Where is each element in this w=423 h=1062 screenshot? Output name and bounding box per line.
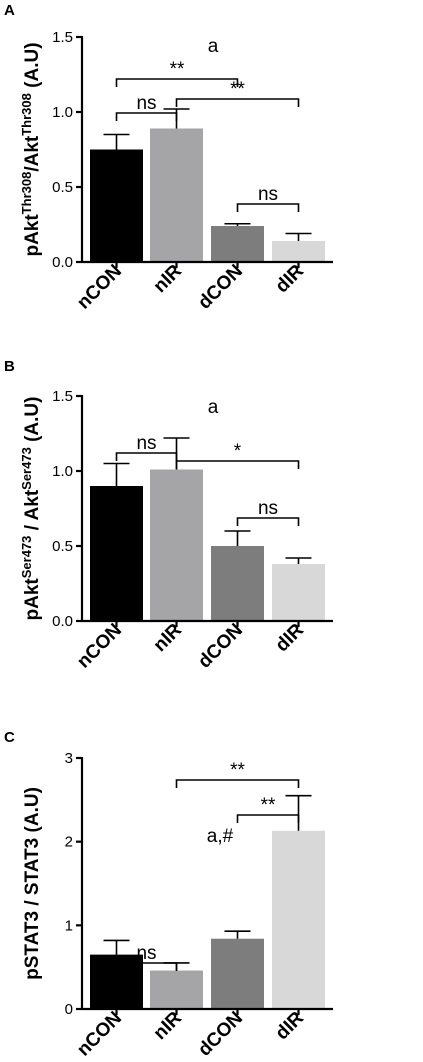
y-axis-title: pAktThr308/AktThr308 (A.U): [19, 42, 44, 256]
bar-nIR: [150, 970, 203, 1009]
panel-letter-a: A: [4, 2, 15, 19]
y-tick-label: 1.5: [52, 29, 73, 46]
significance-bracket: [175, 460, 300, 469]
bar-nCON: [90, 149, 143, 262]
category-label-dCON: dCON: [194, 261, 247, 314]
panel-letter-c: C: [4, 729, 15, 746]
category-label-dCON: dCON: [194, 1008, 247, 1061]
y-axis-title-part: pSTAT3 / STAT3 (A.U): [22, 787, 43, 980]
y-tick-label: 0.0: [52, 254, 73, 271]
y-tick-label: 3: [65, 750, 73, 767]
significance-bracket: [236, 517, 300, 526]
significance-bracket: [115, 962, 178, 971]
y-axis-title-part: Thr308: [19, 172, 34, 215]
significance-label: ns: [258, 498, 278, 519]
category-label-nIR: nIR: [150, 619, 187, 656]
group-annotation: a,#: [207, 826, 234, 847]
y-tick-label: 0.0: [52, 613, 73, 630]
y-axis-title-part: Ser473: [19, 447, 34, 490]
group-annotation: a: [208, 36, 219, 57]
significance-bracket: [115, 112, 178, 121]
y-tick-label: 1: [65, 917, 73, 934]
significance-bracket: [236, 203, 300, 212]
y-tick-label: 1.0: [52, 463, 73, 480]
significance-bracket: [115, 452, 178, 461]
y-axis-title-part: Ser473: [19, 536, 34, 579]
significance-label: ns: [136, 93, 156, 114]
significance-label: **: [230, 760, 245, 781]
significance-label: **: [230, 79, 245, 100]
category-label-nIR: nIR: [150, 260, 187, 297]
bar-nIR: [150, 128, 203, 262]
category-label-dCON: dCON: [194, 620, 247, 673]
bar-dCON: [211, 546, 264, 621]
bar-dCON: [211, 938, 264, 1009]
y-axis-title-part: pAkt: [22, 214, 43, 257]
y-axis-title-part: / Akt: [22, 489, 43, 535]
category-label-nCON: nCON: [73, 261, 126, 314]
significance-bracket: [236, 814, 300, 823]
y-tick-label: 0.5: [52, 538, 73, 555]
significance-label: ns: [136, 433, 156, 454]
y-tick-label: 2: [65, 834, 73, 851]
significance-label: ns: [258, 184, 278, 205]
category-label-nCON: nCON: [73, 1008, 126, 1061]
y-axis-title-part: pAkt: [22, 578, 43, 621]
y-tick-label: 0.5: [52, 179, 73, 196]
significance-label: **: [170, 59, 185, 80]
y-tick-label: 0: [65, 1001, 73, 1018]
y-axis-title-part: (A.U): [22, 397, 43, 448]
bar-dIR: [272, 564, 325, 621]
significance-label: *: [234, 441, 242, 462]
y-axis-title-part: (A.U): [22, 42, 43, 93]
significance-label: **: [261, 795, 276, 816]
category-label-nCON: nCON: [73, 620, 126, 673]
significance-bracket: [115, 78, 239, 87]
category-label-dIR: dIR: [272, 1007, 309, 1044]
bar-dIR: [272, 241, 325, 262]
y-tick-label: 1.5: [52, 388, 73, 405]
significance-label: ns: [136, 943, 156, 964]
y-axis-title-part: /Akt: [22, 135, 43, 172]
y-axis-title: pSTAT3 / STAT3 (A.U): [22, 787, 43, 980]
significance-bracket: [175, 98, 300, 107]
y-tick-label: 1.0: [52, 104, 73, 121]
group-annotation: a: [208, 397, 219, 418]
category-label-nIR: nIR: [150, 1007, 187, 1044]
category-label-dIR: dIR: [272, 619, 309, 656]
bar-nCON: [90, 486, 143, 621]
y-axis-title-part: Thr308: [19, 93, 34, 136]
panel-c: C 0 1 2 3 nCON nIR dCON dIR pSTAT3 / STAT3 (A.U)…: [4, 729, 333, 1061]
significance-bracket: [175, 779, 300, 788]
y-axis-title: pAktSer473 / AktSer473 (A.U): [19, 397, 44, 621]
category-label-dIR: dIR: [272, 260, 309, 297]
bar-dCON: [211, 226, 264, 262]
bar-nIR: [150, 469, 203, 621]
bar-dIR: [272, 830, 325, 1009]
panel-letter-b: B: [4, 358, 15, 375]
